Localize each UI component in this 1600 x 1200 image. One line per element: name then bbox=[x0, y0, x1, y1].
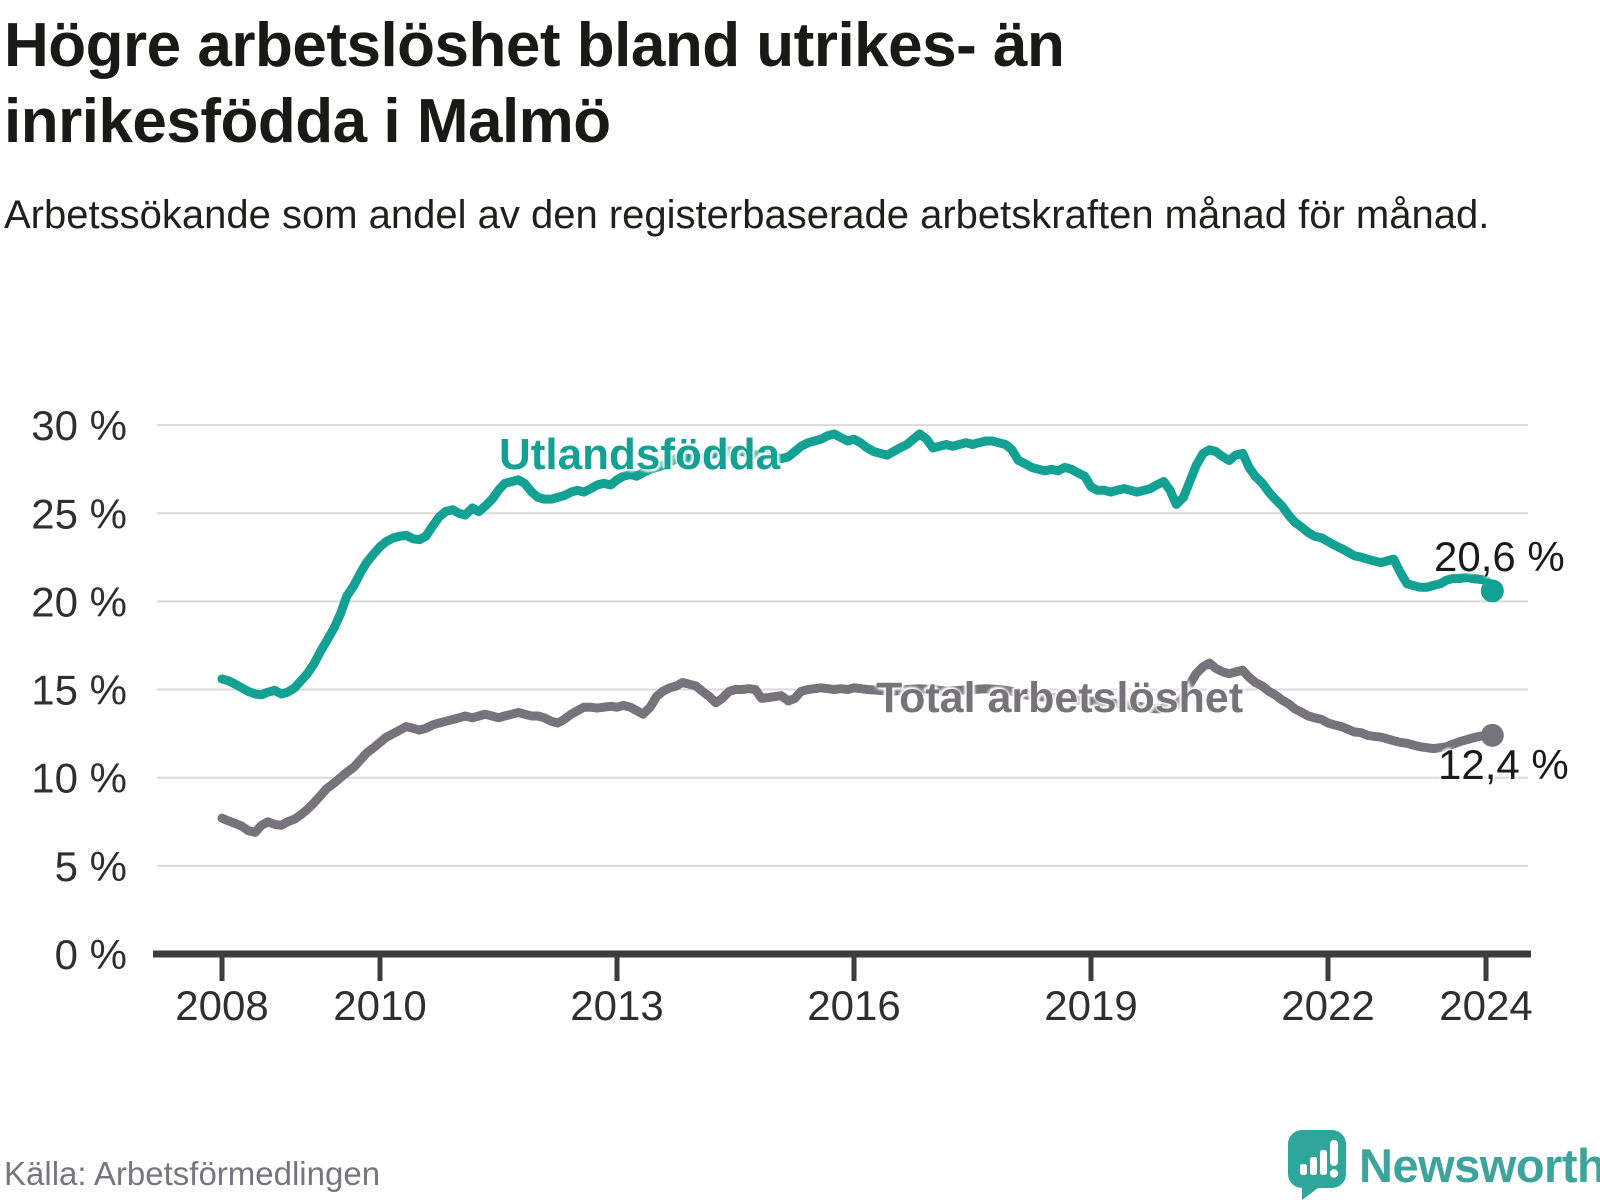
newsworthy-logo-text: Newsworthy bbox=[1359, 1138, 1600, 1192]
source-attribution: Källa: Arbetsförmedlingen bbox=[4, 1155, 381, 1192]
svg-text:2016: 2016 bbox=[807, 982, 900, 1029]
svg-text:5 %: 5 % bbox=[55, 843, 127, 890]
svg-text:25 %: 25 % bbox=[31, 490, 127, 537]
svg-text:2019: 2019 bbox=[1044, 982, 1137, 1029]
page-title: Högre arbetslöshet bland utrikes- än inr… bbox=[4, 11, 1065, 156]
end-value-label-total: 12,4 % bbox=[1438, 741, 1569, 788]
svg-text:15 %: 15 % bbox=[31, 667, 127, 714]
series-label-utlandsfodda: Utlandsfödda bbox=[499, 430, 781, 479]
svg-text:2022: 2022 bbox=[1281, 982, 1374, 1029]
svg-text:2024: 2024 bbox=[1439, 982, 1532, 1029]
svg-text:0 %: 0 % bbox=[55, 931, 127, 978]
chart-subtitle: Arbetssökande som andel av den registerb… bbox=[4, 193, 1490, 237]
svg-text:30 %: 30 % bbox=[31, 402, 127, 449]
end-value-label-utlandsfodda: 20,6 % bbox=[1434, 533, 1565, 580]
svg-text:10 %: 10 % bbox=[31, 755, 127, 802]
svg-text:20 %: 20 % bbox=[31, 578, 127, 625]
svg-text:2010: 2010 bbox=[333, 982, 426, 1029]
series-label-total-arbetsloshet: Total arbetslöshet bbox=[876, 674, 1244, 722]
svg-text:2013: 2013 bbox=[570, 982, 663, 1029]
newsworthy-logo-icon bbox=[1288, 1130, 1346, 1200]
svg-text:2008: 2008 bbox=[175, 982, 268, 1029]
newsworthy-logo: Newsworthy bbox=[1288, 1130, 1600, 1200]
